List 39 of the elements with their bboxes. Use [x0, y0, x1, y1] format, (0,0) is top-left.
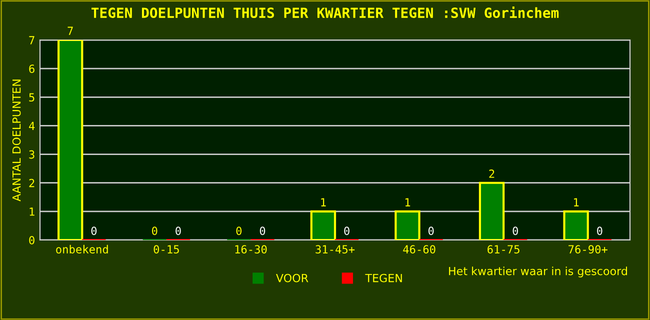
y-tick-label: 7 — [29, 36, 34, 44]
y-axis-title: AANTAL DOELPUNTEN — [12, 80, 21, 202]
y-tick-label: 2 — [29, 178, 34, 188]
data-label: 2 — [489, 170, 494, 178]
y-tick-label: 4 — [29, 122, 35, 130]
data-label: 0 — [260, 226, 266, 236]
y-tick-label: 1 — [30, 208, 34, 216]
legend-label: TEGEN — [365, 274, 402, 282]
x-tick-label: 76-90+ — [568, 245, 608, 254]
bar — [394, 210, 420, 240]
chart-title: TEGEN DOELPUNTEN THUIS PER KWARTIER TEGEN :SVW Gorinchem — [91, 6, 559, 18]
bar — [478, 182, 505, 240]
bar — [58, 40, 84, 240]
data-label: 1 — [405, 198, 410, 206]
x-tick-label: 0-15 — [154, 245, 179, 254]
x-tick-label: 61-75 — [488, 245, 520, 254]
legend-label: VOOR — [276, 274, 308, 282]
y-tick-label: 3 — [29, 150, 34, 159]
data-label: 0 — [236, 226, 242, 236]
data-label: 0 — [428, 226, 434, 236]
data-label: 7 — [68, 26, 73, 35]
y-tick-label: 5 — [29, 93, 34, 102]
x-tick-label: 31-45+ — [316, 245, 355, 254]
data-label: 0 — [91, 226, 97, 236]
bar — [563, 210, 589, 240]
data-label: 0 — [152, 226, 158, 236]
data-label: 0 — [512, 226, 518, 236]
y-tick-label: 6 — [29, 64, 34, 73]
data-label: 0 — [597, 226, 602, 236]
x-tick-label: 46-60 — [403, 245, 436, 254]
y-tick-label: 0 — [29, 236, 34, 244]
data-label: 1 — [574, 198, 579, 206]
data-label: 1 — [321, 198, 326, 206]
data-label: 0 — [176, 226, 181, 236]
x-axis-title: Het kwartier waar in is gescoord — [449, 266, 627, 278]
data-label: 0 — [344, 226, 350, 236]
bar — [310, 210, 336, 240]
x-tick-label: onbekend — [56, 244, 108, 254]
x-tick-label: 16-30 — [235, 245, 267, 254]
